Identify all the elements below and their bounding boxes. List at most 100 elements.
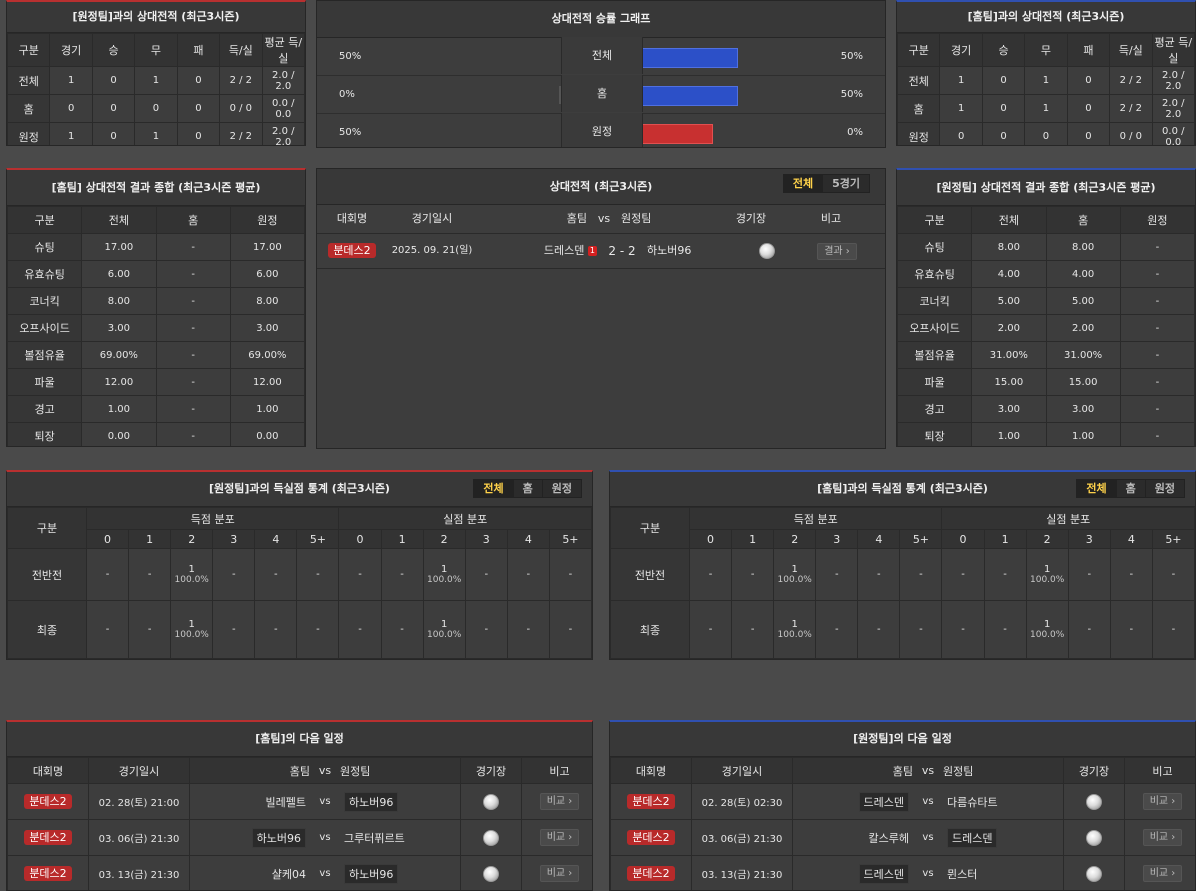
stat-cell: 8.00	[229, 287, 305, 315]
bucket-header: 2	[773, 529, 817, 549]
league-badge: 분데스2	[24, 794, 72, 809]
match-date: 02. 28(토) 21:00	[88, 783, 190, 820]
count-value: -	[1087, 569, 1092, 580]
tab-all[interactable]: 전체	[783, 175, 823, 192]
tab-all[interactable]: 전체	[1077, 480, 1116, 497]
home-team: 드레스덴	[543, 244, 585, 257]
count-value: -	[919, 569, 923, 580]
right-bar	[641, 48, 738, 68]
away-team: 하노버96	[647, 244, 692, 257]
row-label: 볼점유율	[897, 341, 973, 369]
row-label: 슈팅	[897, 233, 973, 261]
count-value: -	[316, 569, 320, 580]
result-button[interactable]: 결과 ›	[817, 243, 857, 260]
header-away: 원정팀	[621, 212, 652, 225]
compare-button[interactable]: 비교 ›	[539, 829, 580, 846]
bucket-header: 5+	[1151, 529, 1195, 549]
tab-away[interactable]: 원정	[541, 480, 581, 497]
stat-cell: 0	[981, 66, 1026, 95]
stat-cell: 69.00%	[229, 341, 305, 369]
tab-away[interactable]: 원정	[1144, 480, 1184, 497]
away-team: 하노버96	[344, 863, 399, 884]
tab-home[interactable]: 홈	[512, 480, 542, 497]
count-value: -	[147, 569, 152, 580]
percent-value: 100.0%	[427, 575, 462, 585]
tab-all[interactable]: 전체	[474, 480, 513, 497]
tab-home[interactable]: 홈	[1115, 480, 1145, 497]
header-date: 경기일시	[411, 212, 453, 225]
stat-cell: 1	[1024, 94, 1068, 123]
home-team: 하노버96	[251, 827, 306, 848]
compare-button[interactable]: 비교 ›	[539, 865, 580, 882]
percent-value: 100.0%	[1030, 630, 1065, 640]
stat-cell: 17.00	[229, 233, 305, 261]
row-label: 파울	[7, 368, 83, 396]
compare-button[interactable]: 비교 ›	[539, 793, 580, 810]
compare-button[interactable]: 비교 ›	[1142, 793, 1183, 810]
stat-cell: -	[155, 260, 231, 288]
count-value: -	[400, 569, 404, 580]
column-header: 비고	[1124, 757, 1195, 784]
row-label: 경고	[7, 395, 83, 423]
count-value: -	[1129, 624, 1134, 635]
distribution-cell: -	[941, 548, 985, 601]
compare-button[interactable]: 비교 ›	[1142, 865, 1183, 882]
column-header: 구분	[897, 33, 941, 67]
distribution-cell: -	[983, 548, 1027, 601]
graph-row-label: 원정	[561, 113, 643, 147]
graph-rows: 50% 전체 50% 0% 홈 50% 50% 원정 0%	[317, 37, 885, 147]
stat-cell: 2 / 2	[1109, 66, 1153, 95]
percent-value: 100.0%	[777, 630, 812, 640]
distribution-cell: -	[464, 600, 508, 659]
distribution-cell: -	[548, 548, 592, 601]
count-value: -	[105, 624, 110, 635]
bucket-header: 3	[464, 529, 508, 549]
stat-cell: -	[155, 287, 231, 315]
home-team: 샬케04	[271, 867, 306, 881]
column-header: 구분	[7, 507, 87, 549]
right-percent: 0%	[847, 127, 863, 138]
compare-button[interactable]: 비교 ›	[1142, 829, 1183, 846]
stat-cell: 15.00	[1045, 368, 1121, 396]
stat-cell: 0	[49, 94, 93, 123]
away-h2h-panel: [원정팀]과의 상대전적 (최근3시즌) 구분 경기 승 무 패 득/실 평균 득/실 전체 1…	[6, 0, 306, 146]
table-row: 볼점유율 31.00% 31.00% -	[897, 341, 1195, 369]
header-stadium: 경기장	[735, 212, 767, 225]
column-header: 무	[1024, 33, 1068, 67]
column-header: vs	[913, 757, 943, 784]
column-header: 경기일시	[691, 757, 793, 784]
stat-cell: 8.00	[1045, 233, 1121, 261]
stat-cell: 69.00%	[81, 341, 157, 369]
count-value: 1	[188, 564, 195, 575]
stat-cell: 0.0 / 0.0	[261, 94, 305, 123]
league-badge: 분데스2	[627, 866, 675, 881]
header-row: 구분 전체 홈 원정	[897, 206, 1195, 234]
tab-5-games[interactable]: 5경기	[822, 175, 869, 192]
distribution-cell: -	[254, 600, 298, 659]
count-value: -	[919, 624, 923, 635]
league-badge: 분데스2	[24, 830, 72, 845]
percent-value: 100.0%	[427, 630, 462, 640]
soccer-ball-icon	[483, 793, 499, 810]
row-label: 원정	[897, 122, 941, 145]
goals-stats-away-panel: [원정팀]과의 득실점 통계 (최근3시즌) 전체 홈 원정 구분 득점 분포 실점…	[6, 470, 593, 660]
stat-cell: 3.00	[81, 314, 157, 342]
panel-title: 상대전적 (최근3시즌) 전체 5경기	[317, 169, 885, 205]
row-label: 파울	[897, 368, 973, 396]
away-summary-table: 구분 전체 홈 원정 슈팅 8.00 8.00- 유효슈팅 4.00 4.00- 코너킥 5.00 5.…	[897, 206, 1195, 446]
panel-title: [홈팀]과의 상대전적 (최근3시즌)	[897, 2, 1195, 33]
column-header: vs	[310, 757, 340, 784]
stat-cell: 8.00	[81, 287, 157, 315]
stat-cell: 5.00	[971, 287, 1047, 315]
count-value: 1	[440, 619, 448, 630]
column-header: 비고	[521, 757, 592, 784]
bucket-header: 4	[1109, 529, 1153, 549]
home-team: 드레스덴	[858, 863, 909, 884]
soccer-ball-icon	[483, 829, 499, 846]
column-header: 승	[981, 33, 1026, 67]
distribution-cell: -	[815, 600, 859, 659]
graph-row: 50% 원정 0%	[317, 113, 885, 147]
stat-cell: 1	[49, 122, 93, 145]
goals-table: 구분 득점 분포 실점 분포 0 1 2 3 4 5+ 0 1 2 3 4 5+ 전반전 - -1 100.0% - -…	[610, 507, 1195, 659]
